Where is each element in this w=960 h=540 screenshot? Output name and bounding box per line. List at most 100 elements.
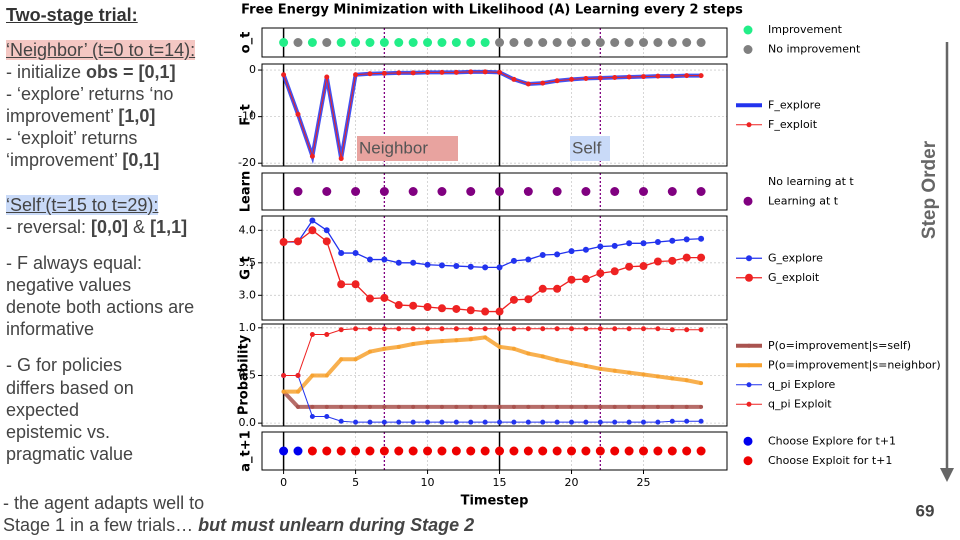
dot [437, 446, 447, 456]
point [598, 404, 603, 409]
text-line: epistemic vs. [6, 421, 110, 443]
text-line: pragmatic value [6, 443, 133, 465]
point [626, 326, 632, 332]
text-segment: ‘improvement’ [6, 150, 123, 170]
point [338, 250, 345, 257]
y-tick-label: -20 [238, 156, 256, 169]
dot [581, 446, 591, 456]
panel: 3.0 3.5 4.0 G_t G_explore G_exploit [239, 215, 823, 321]
point [424, 261, 431, 268]
point [454, 404, 459, 409]
dot [336, 446, 346, 456]
point [583, 326, 589, 332]
point [581, 275, 590, 284]
dot [639, 38, 649, 47]
point [337, 280, 346, 289]
point [468, 337, 473, 342]
y-tick-label: 0 [249, 63, 256, 76]
y-tick-label: -10 [238, 110, 256, 123]
legend-marker [743, 456, 753, 466]
point [567, 275, 576, 284]
point [293, 237, 302, 246]
text-segment: [0,1] [122, 150, 160, 170]
axes-frame [261, 431, 728, 471]
point [281, 372, 287, 378]
dot [523, 187, 533, 196]
dot [480, 38, 490, 47]
y-axis-label: Learn [239, 171, 254, 213]
point [698, 327, 704, 333]
dot [523, 446, 533, 456]
point [610, 267, 619, 276]
point [569, 361, 574, 366]
point [439, 419, 445, 425]
point [425, 326, 431, 332]
legend-marker [743, 436, 753, 446]
text-segment: negative values [6, 275, 132, 295]
point [699, 404, 704, 409]
y-axis-label: G_t [239, 256, 254, 279]
point [324, 413, 330, 419]
point [367, 71, 373, 77]
point [381, 256, 388, 263]
dot [624, 38, 634, 47]
dot [437, 38, 447, 47]
dot [336, 38, 346, 47]
text-segment: [1,0] [118, 106, 156, 126]
point [627, 404, 632, 409]
point [669, 327, 675, 333]
y-tick-label: 3.0 [239, 288, 257, 301]
point [641, 326, 647, 332]
text-segment: denote both actions are [6, 297, 195, 317]
dot [581, 187, 591, 196]
point [555, 404, 560, 409]
dot [408, 187, 418, 196]
point [509, 295, 518, 304]
dot [610, 446, 620, 456]
text-segment: Stage 1 in a few trials… [3, 515, 199, 535]
dot [293, 187, 303, 196]
series-line [283, 335, 702, 394]
panel: o_t Improvement No improvement [239, 23, 861, 58]
point [496, 264, 503, 271]
point [467, 263, 474, 270]
point [425, 340, 430, 345]
dot [408, 446, 418, 456]
text-line: - initialize obs = [0,1] [6, 61, 176, 83]
dot [351, 38, 361, 47]
y-axis-label: Probability [237, 334, 252, 415]
point [454, 338, 459, 343]
dot [696, 38, 706, 47]
point [497, 404, 502, 409]
arrow-head [940, 468, 954, 482]
dot [379, 187, 389, 196]
point [381, 419, 387, 425]
point [310, 373, 315, 378]
dot [624, 446, 634, 456]
dot [423, 38, 433, 47]
point [625, 262, 634, 271]
legend-label: F_exploit [768, 118, 818, 131]
point [367, 326, 373, 332]
text-line: improvement’ [1,0] [6, 105, 155, 127]
dot [696, 187, 706, 196]
point [669, 73, 675, 79]
point [295, 404, 300, 409]
point [468, 326, 474, 332]
point [295, 372, 301, 378]
point [682, 253, 691, 262]
point [367, 349, 372, 354]
point [699, 381, 704, 386]
annotation-box [570, 136, 610, 161]
legend-label: G_explore [768, 251, 823, 264]
text-line: expected [6, 399, 79, 421]
dot [667, 446, 677, 456]
point [583, 419, 589, 425]
text-segment: obs = [0,1] [86, 62, 176, 82]
dot [451, 38, 461, 47]
point [511, 76, 517, 82]
y-tick-label: 4.0 [239, 223, 257, 236]
y-tick-label: 0.0 [239, 416, 257, 429]
point [497, 326, 503, 332]
